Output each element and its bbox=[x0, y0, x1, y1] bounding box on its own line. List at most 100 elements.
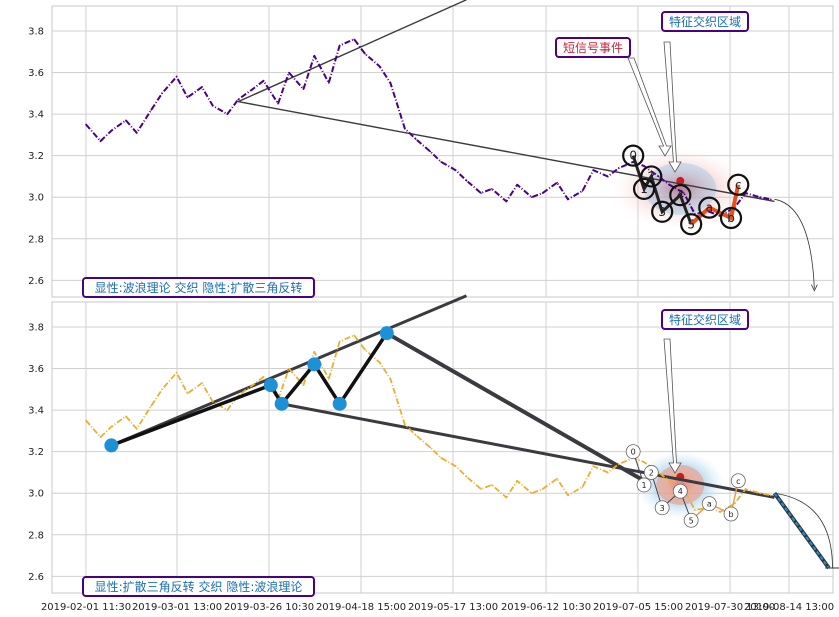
top-wave-markers: 0 12 34 5ab c bbox=[622, 144, 750, 236]
price-point bbox=[643, 461, 645, 463]
pattern-point bbox=[332, 396, 347, 411]
wave-label: 2 bbox=[649, 468, 654, 477]
price-point bbox=[465, 179, 468, 182]
price-point bbox=[85, 419, 87, 422]
breakdown-line bbox=[385, 331, 646, 483]
price-point bbox=[541, 488, 544, 490]
price-point bbox=[135, 131, 138, 134]
price-point bbox=[465, 475, 468, 478]
price-point bbox=[110, 425, 113, 428]
wave-impulse bbox=[631, 155, 693, 225]
wave-label: 1 bbox=[642, 481, 647, 490]
price-point bbox=[135, 427, 138, 430]
price-point bbox=[404, 423, 406, 426]
price-point bbox=[592, 465, 595, 468]
price-point bbox=[327, 378, 330, 380]
price-point bbox=[85, 123, 87, 126]
x-tick-labels: 2019-02-01 11:30 2019-03-01 13:00 2019-03-… bbox=[41, 602, 834, 613]
price-point bbox=[99, 140, 102, 142]
price-point bbox=[125, 119, 127, 122]
wave-marker bbox=[625, 444, 641, 460]
price-point bbox=[607, 175, 609, 178]
top-trendlines bbox=[237, 0, 818, 292]
price-point bbox=[404, 127, 406, 130]
wave-marker bbox=[654, 500, 670, 516]
wave-marker bbox=[683, 512, 699, 528]
y-tick-label: 3.4 bbox=[28, 406, 44, 417]
wave-label: 1 bbox=[640, 182, 648, 196]
price-point bbox=[175, 371, 178, 374]
forecast-arc bbox=[774, 198, 815, 289]
price-point bbox=[237, 98, 239, 101]
x-tick-label: 2019-03-26 10:30 bbox=[224, 602, 314, 613]
price-point bbox=[530, 492, 533, 495]
top-annotations: 显性:波浪理论 交织 隐性:扩散三角反转 短信号事件 特征交织区域 bbox=[82, 11, 749, 298]
wave-marker bbox=[727, 173, 750, 196]
forecast-line-inner bbox=[773, 492, 830, 569]
price-point bbox=[480, 488, 482, 490]
price-point bbox=[378, 65, 381, 68]
price-point bbox=[313, 55, 316, 57]
price-point bbox=[581, 190, 584, 192]
price-point bbox=[693, 509, 696, 511]
price-point bbox=[770, 494, 772, 497]
wave-label: a bbox=[706, 201, 713, 215]
price-point bbox=[440, 457, 442, 459]
price-point bbox=[161, 388, 163, 391]
price-point bbox=[567, 494, 569, 497]
price-point bbox=[186, 96, 189, 99]
wave-theory-note: 显性:波浪理论 交织 隐性:扩散三角反转 bbox=[95, 280, 303, 295]
y-tick-label: 2.6 bbox=[28, 572, 44, 583]
price-point bbox=[262, 376, 265, 378]
price-point bbox=[708, 210, 711, 213]
pattern-path bbox=[110, 332, 389, 448]
price-point bbox=[364, 53, 366, 55]
price-point bbox=[617, 167, 620, 169]
y-tick-label: 3.2 bbox=[28, 151, 44, 162]
price-point bbox=[668, 183, 671, 186]
lower-trendline bbox=[238, 100, 775, 203]
price-point bbox=[480, 192, 482, 194]
feature-zone-note-box bbox=[661, 309, 749, 330]
price-point bbox=[759, 492, 761, 495]
bottom-panel: 2.6 2.8 3.0 3.2 3.4 3.6 3.8 0 12 3 4 5 a b c 显性:扩散三角反… bbox=[28, 294, 839, 597]
price-point bbox=[186, 392, 189, 395]
price-point bbox=[150, 109, 153, 111]
x-tick-label: 2019-06-12 10:30 bbox=[501, 602, 591, 613]
wave-correction bbox=[690, 480, 740, 521]
price-point bbox=[353, 334, 355, 337]
wave-marker bbox=[636, 477, 652, 493]
wave-marker bbox=[701, 496, 717, 512]
y-tick-label: 3.6 bbox=[28, 364, 44, 375]
price-point bbox=[505, 200, 508, 203]
x-tick-label: 2019-05-17 13:00 bbox=[408, 602, 498, 613]
price-point bbox=[770, 198, 772, 201]
wave-correction bbox=[689, 184, 741, 226]
x-tick-label: 2019-08-14 13:00 bbox=[744, 602, 834, 613]
wave-marker bbox=[723, 506, 739, 522]
price-point bbox=[338, 44, 341, 47]
price-point bbox=[262, 80, 265, 82]
price-point bbox=[556, 477, 558, 480]
price-point bbox=[338, 340, 341, 343]
price-point bbox=[288, 71, 290, 74]
price-point bbox=[643, 165, 645, 167]
price-point bbox=[201, 86, 203, 88]
price-point bbox=[212, 104, 214, 107]
y-tick-label: 3.8 bbox=[28, 26, 44, 37]
bottom-plot-frame bbox=[51, 301, 834, 594]
x-tick-label: 2019-07-05 15:00 bbox=[593, 602, 683, 613]
x-tick-label: 2019-07-30 13:00 bbox=[685, 602, 775, 613]
price-point bbox=[530, 196, 533, 199]
wave-marker bbox=[719, 206, 743, 230]
price-point bbox=[516, 183, 519, 186]
pattern-point bbox=[274, 396, 289, 411]
price-point bbox=[226, 113, 229, 115]
pattern-point bbox=[307, 357, 322, 372]
price-point bbox=[454, 169, 457, 172]
price-point bbox=[581, 486, 584, 488]
bottom-pattern-markers bbox=[104, 326, 394, 453]
price-point bbox=[607, 471, 609, 474]
price-point bbox=[302, 384, 305, 386]
wave-marker bbox=[672, 483, 688, 499]
